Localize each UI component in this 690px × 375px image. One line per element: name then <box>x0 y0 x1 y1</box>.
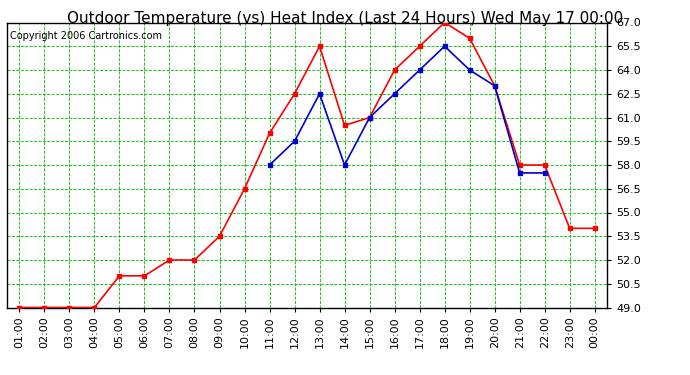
Text: Outdoor Temperature (vs) Heat Index (Last 24 Hours) Wed May 17 00:00: Outdoor Temperature (vs) Heat Index (Las… <box>67 11 623 26</box>
Text: Copyright 2006 Cartronics.com: Copyright 2006 Cartronics.com <box>10 31 162 41</box>
